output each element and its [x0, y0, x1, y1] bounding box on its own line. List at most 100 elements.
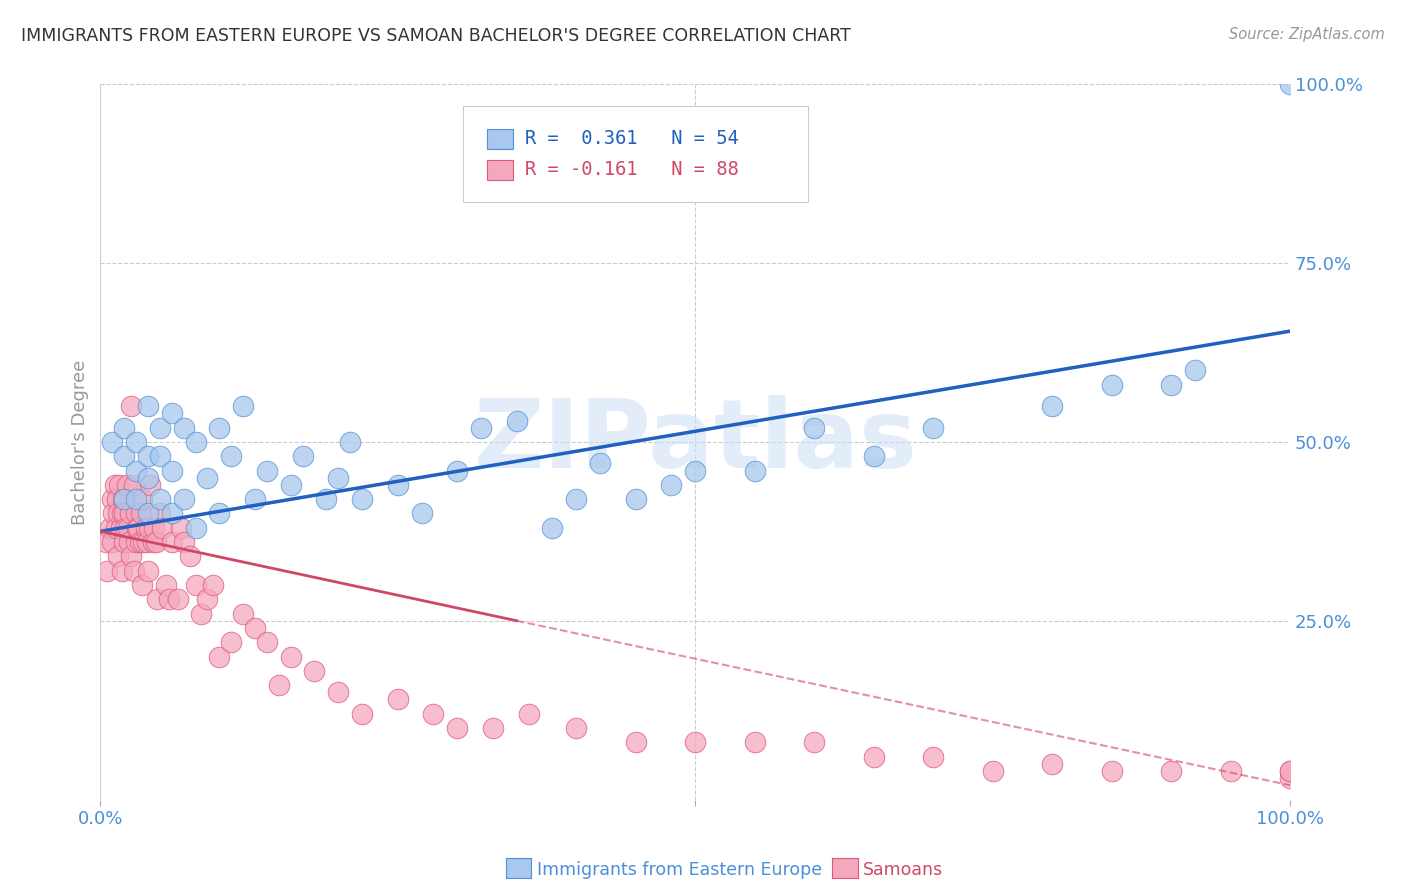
- Point: [232, 399, 254, 413]
- Point: [1101, 764, 1123, 778]
- Point: [135, 535, 157, 549]
- Y-axis label: Bachelor's Degree: Bachelor's Degree: [72, 359, 89, 524]
- Point: [136, 471, 159, 485]
- Point: [149, 450, 172, 464]
- Point: [387, 692, 409, 706]
- Point: [352, 492, 374, 507]
- Point: [104, 478, 127, 492]
- Point: [506, 413, 529, 427]
- Point: [112, 507, 135, 521]
- Point: [111, 507, 134, 521]
- Point: [208, 507, 231, 521]
- Point: [1160, 377, 1182, 392]
- Text: R = -0.161   N = 88: R = -0.161 N = 88: [524, 160, 738, 179]
- Point: [128, 535, 150, 549]
- Point: [101, 492, 124, 507]
- Point: [142, 521, 165, 535]
- Point: [112, 535, 135, 549]
- Point: [315, 492, 337, 507]
- Point: [125, 464, 148, 478]
- Point: [112, 450, 135, 464]
- Point: [122, 478, 145, 492]
- Point: [219, 635, 242, 649]
- Point: [267, 678, 290, 692]
- Point: [136, 399, 159, 413]
- Point: [197, 471, 219, 485]
- Point: [470, 420, 492, 434]
- Point: [136, 507, 159, 521]
- Point: [96, 564, 118, 578]
- Point: [1040, 756, 1063, 771]
- Point: [328, 471, 350, 485]
- Point: [184, 521, 207, 535]
- Bar: [486, 160, 513, 179]
- Point: [127, 521, 149, 535]
- Point: [179, 549, 201, 564]
- Point: [160, 406, 183, 420]
- Point: [118, 535, 141, 549]
- Point: [135, 521, 157, 535]
- Point: [166, 592, 188, 607]
- Point: [120, 549, 142, 564]
- Point: [862, 450, 884, 464]
- Bar: [486, 128, 513, 149]
- Point: [744, 464, 766, 478]
- Point: [1219, 764, 1241, 778]
- Point: [744, 735, 766, 749]
- Point: [111, 564, 134, 578]
- Point: [208, 649, 231, 664]
- Point: [131, 492, 153, 507]
- Point: [160, 507, 183, 521]
- Point: [339, 434, 361, 449]
- Point: [208, 420, 231, 434]
- Point: [411, 507, 433, 521]
- Point: [190, 607, 212, 621]
- Point: [142, 535, 165, 549]
- Point: [352, 706, 374, 721]
- Point: [98, 521, 121, 535]
- Point: [160, 464, 183, 478]
- Point: [149, 420, 172, 434]
- Point: [683, 735, 706, 749]
- Point: [280, 649, 302, 664]
- Point: [136, 564, 159, 578]
- Point: [122, 564, 145, 578]
- Point: [803, 420, 825, 434]
- Point: [291, 450, 314, 464]
- Point: [120, 399, 142, 413]
- Point: [127, 521, 149, 535]
- Point: [1160, 764, 1182, 778]
- Point: [108, 478, 131, 492]
- Point: [202, 578, 225, 592]
- Point: [149, 492, 172, 507]
- Point: [125, 507, 148, 521]
- Point: [138, 521, 160, 535]
- Point: [541, 521, 564, 535]
- Point: [256, 464, 278, 478]
- Text: Source: ZipAtlas.com: Source: ZipAtlas.com: [1229, 27, 1385, 42]
- Point: [150, 521, 173, 535]
- Point: [280, 478, 302, 492]
- Point: [115, 478, 138, 492]
- Point: [981, 764, 1004, 778]
- Point: [589, 457, 612, 471]
- Point: [120, 507, 142, 521]
- Point: [1279, 78, 1302, 92]
- Point: [125, 434, 148, 449]
- Point: [1184, 363, 1206, 377]
- FancyBboxPatch shape: [463, 106, 808, 202]
- Point: [110, 521, 132, 535]
- Point: [129, 507, 152, 521]
- Point: [328, 685, 350, 699]
- Point: [107, 507, 129, 521]
- Point: [683, 464, 706, 478]
- Point: [803, 735, 825, 749]
- Point: [114, 521, 136, 535]
- Point: [145, 535, 167, 549]
- Point: [131, 578, 153, 592]
- Point: [482, 721, 505, 735]
- Point: [1279, 771, 1302, 785]
- Point: [661, 478, 683, 492]
- Point: [105, 492, 128, 507]
- Point: [232, 607, 254, 621]
